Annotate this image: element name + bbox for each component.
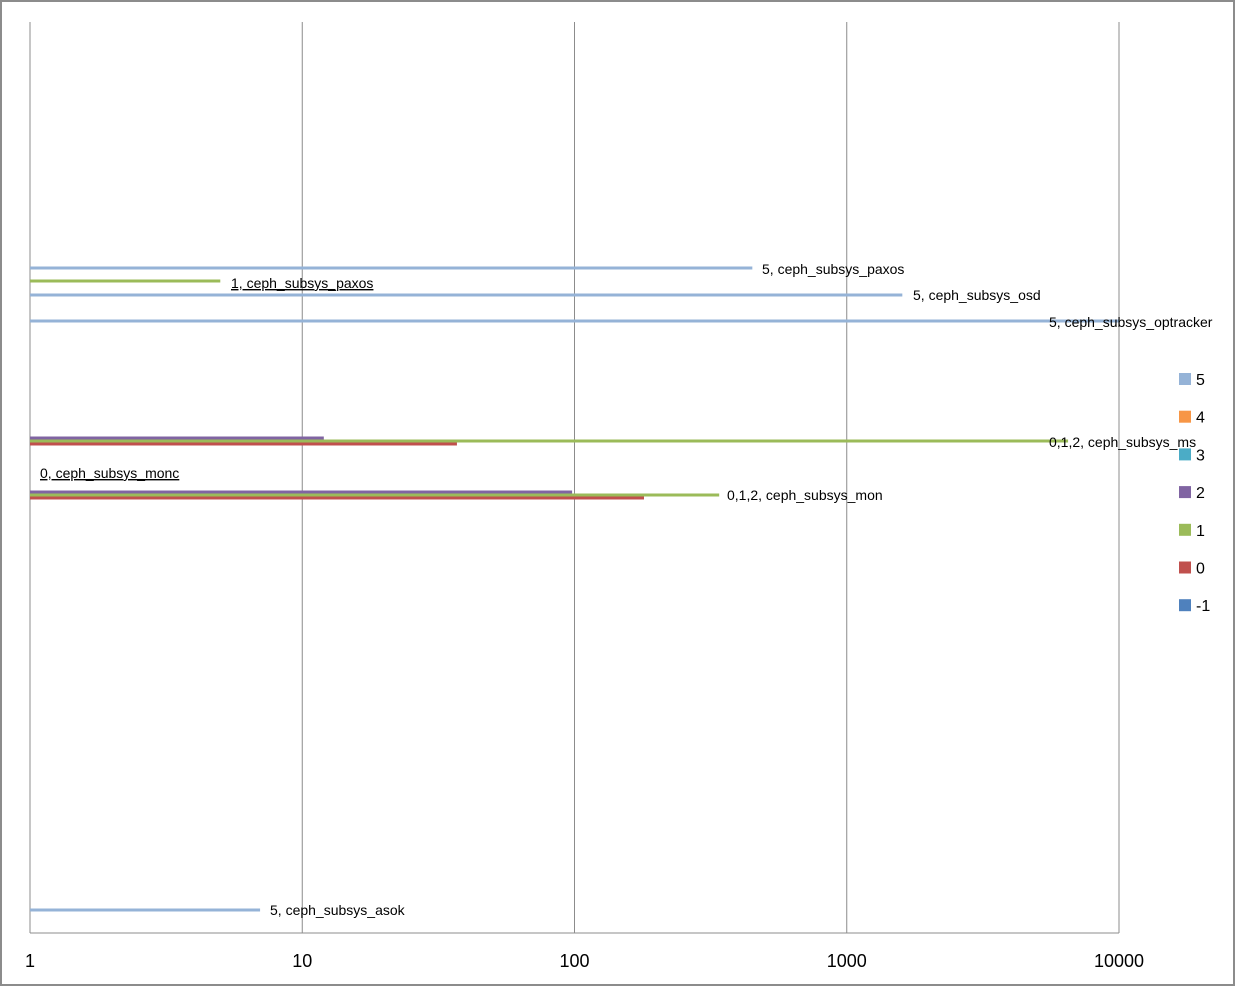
legend-swatch-3: [1179, 486, 1191, 499]
legend-label-0: 5: [1196, 372, 1205, 389]
legend-label-3: 2: [1196, 485, 1205, 502]
legend-swatch-4: [1179, 523, 1191, 536]
legend-swatch-0: [1179, 373, 1191, 385]
legend-label-6: -1: [1196, 598, 1210, 615]
legend: 5 4 3 2 1 0 -1: [1179, 372, 1210, 615]
x-axis-ticks: 1 10 100 1000 10000: [25, 951, 1144, 971]
bar-label-7: 0, ceph_subsys_monc: [40, 465, 179, 481]
x-tick-label-0: 1: [25, 951, 35, 971]
bar-label-3: 5, ceph_subsys_optracker: [1049, 314, 1213, 330]
x-tick-label-1: 10: [292, 951, 312, 971]
legend-label-4: 1: [1196, 523, 1205, 540]
legend-label-1: 4: [1196, 410, 1205, 427]
legend-swatch-5: [1179, 561, 1191, 574]
x-tick-label-3: 1000: [827, 951, 867, 971]
legend-label-5: 0: [1196, 561, 1205, 578]
legend-label-2: 3: [1196, 447, 1205, 464]
legend-swatch-1: [1179, 410, 1191, 423]
bar-label-9: 0,1,2, ceph_subsys_mon: [727, 487, 883, 503]
bar-label-0: 5, ceph_subsys_paxos: [762, 261, 904, 277]
legend-swatch-2: [1179, 448, 1191, 461]
bar-label-2: 5, ceph_subsys_osd: [913, 287, 1041, 303]
x-tick-label-2: 100: [559, 951, 589, 971]
bar-label-5: 0,1,2, ceph_subsys_ms: [1049, 434, 1196, 450]
bars: 5, ceph_subsys_paxos 1, ceph_subsys_paxos…: [30, 261, 1213, 918]
bar-label-1: 1, ceph_subsys_paxos: [231, 275, 373, 291]
bar-label-11: 5, ceph_subsys_asok: [270, 902, 406, 918]
gridlines: [29, 22, 1120, 934]
x-tick-label-4: 10000: [1094, 951, 1144, 971]
legend-swatch-6: [1179, 599, 1191, 612]
